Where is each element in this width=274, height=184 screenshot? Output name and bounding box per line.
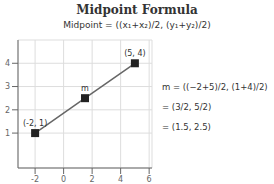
svg-text:4: 4 (118, 175, 123, 182)
svg-text:2: 2 (8, 106, 10, 115)
html-text:Midpoint Formula: Midpoint Formula (76, 3, 198, 17)
svg-text:-2: -2 (31, 175, 39, 182)
svg-text:0: 0 (61, 175, 66, 182)
svg-text:(-2, 1): (-2, 1) (23, 119, 47, 128)
svg-text:(5, 4): (5, 4) (124, 49, 146, 58)
html-text:Midpoint = ((x₁+x₂)/2, (y₁+y₂): Midpoint = ((x₁+x₂)/2, (y₁+y₂)/2) (63, 20, 211, 30)
html-text:m = ((−2+5)/2, (1+4)/2): m = ((−2+5)/2, (1+4)/2) (162, 82, 268, 92)
svg-text:1: 1 (8, 129, 10, 138)
svg-text:6: 6 (147, 175, 152, 182)
svg-text:4: 4 (8, 59, 10, 68)
html-text:= (3/2, 5/2): = (3/2, 5/2) (162, 102, 212, 112)
html-text:= (1.5, 2.5): = (1.5, 2.5) (162, 122, 211, 132)
svg-text:m: m (81, 84, 89, 93)
svg-text:2: 2 (90, 175, 95, 182)
svg-text:3: 3 (8, 82, 10, 91)
